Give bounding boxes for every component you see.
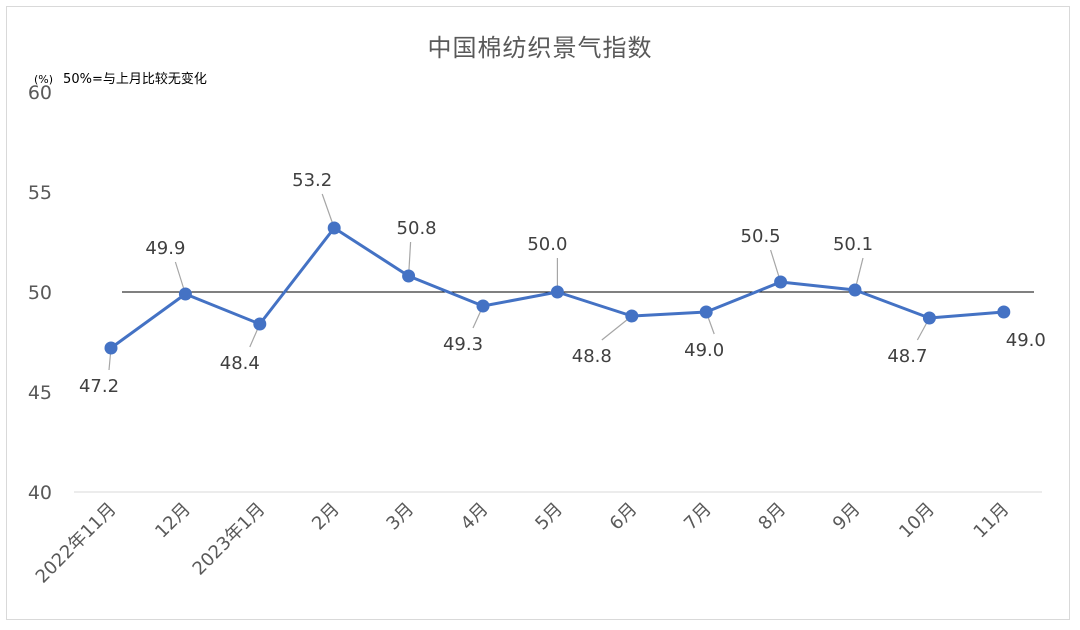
x-tick-label: 6月 [606,499,642,535]
y-tick-label: 50 [28,282,52,304]
data-point [550,285,564,299]
data-label: 50.0 [527,234,567,255]
x-tick-label: 7月 [680,499,716,535]
data-label: 50.1 [833,234,873,255]
data-label: 49.9 [145,238,185,259]
data-label: 53.2 [292,170,332,191]
data-point [104,341,118,355]
data-point [997,305,1011,319]
data-label: 50.8 [397,218,437,239]
data-point [699,305,713,319]
chart-note: (%) 50%=与上月比较无变化 [34,68,207,87]
data-point [253,317,267,331]
data-point [774,275,788,289]
x-tick-label: 8月 [754,499,790,535]
data-label: 49.3 [443,334,483,355]
y-tick-label: 45 [28,382,52,404]
data-point [848,283,862,297]
data-label: 49.0 [1006,330,1046,351]
x-tick-label: 11月 [970,499,1014,543]
note-text: 50%=与上月比较无变化 [63,72,207,87]
data-label: 48.8 [572,346,612,367]
x-tick-label: 3月 [382,499,418,535]
data-label: 47.2 [79,376,119,397]
x-tick-label: 10月 [895,499,939,543]
x-tick-label: 9月 [829,499,865,535]
x-tick-label: 5月 [531,499,567,535]
data-point [327,221,341,235]
y-tick-label: 55 [28,182,52,204]
chart-title: 中国棉纺织景气指数 [427,34,653,62]
data-point [922,311,936,325]
y-tick-label: 40 [28,482,52,504]
unit-label: (%) [34,73,54,86]
data-label: 49.0 [684,340,724,361]
data-label: 50.5 [741,226,781,247]
data-point [402,269,416,283]
data-label: 48.7 [887,346,927,367]
data-label: 48.4 [220,353,260,374]
chart-frame [6,6,1070,620]
data-point [476,299,490,313]
data-point [625,309,639,323]
y-tick-label: 60 [28,82,52,104]
data-point [178,287,192,301]
x-tick-label: 2月 [308,499,344,535]
x-tick-label: 2022年11月 [32,499,121,588]
x-tick-label: 12月 [151,499,195,543]
x-tick-label: 4月 [457,499,493,535]
x-tick-label: 2023年1月 [189,499,270,580]
